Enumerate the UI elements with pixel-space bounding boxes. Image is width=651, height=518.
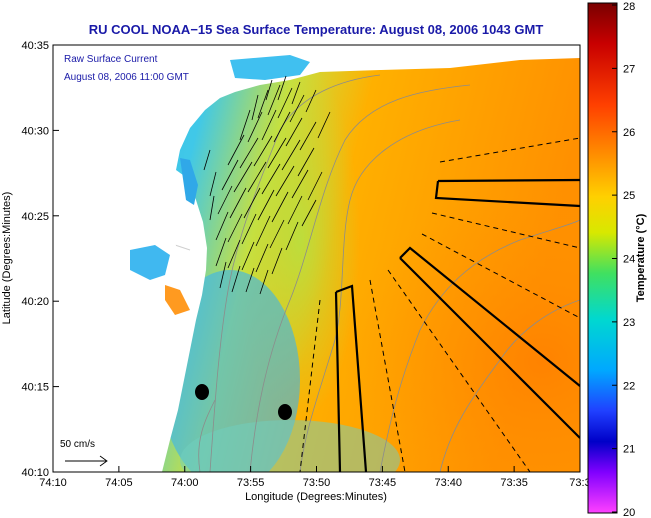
x-axis: 74:10 74:05 74:00 73:55 73:50 73:45 73:40 73:35… [39,466,591,489]
colorbar-label: Temperature (°C) [635,213,647,302]
y-tick-label: 40:30 [21,125,49,137]
colorbar-tick-label: 22 [623,380,635,392]
x-tick-label: 74:00 [171,477,199,489]
x-tick-label: 74:05 [105,477,133,489]
colorbar-tick-label: 23 [623,317,635,329]
scale-arrow [65,455,108,467]
x-tick-label: 74:10 [39,477,67,489]
figure-title: RU COOL NOAA−15 Sea Surface Temperature:… [89,22,544,37]
colorbar-tick-label: 26 [623,127,635,139]
x-tick-label: 73:45 [369,477,397,489]
colorbar-tick-label: 21 [623,444,635,456]
x-tick-label: 73:40 [434,477,462,489]
colorbar-ticks: 28 27 26 25 24 23 22 21 20 [612,1,635,518]
colorbar-tick-label: 20 [623,507,635,518]
y-tick-label: 40:35 [21,40,49,52]
y-axis-label: Latitude (Degrees:Minutes) [1,192,13,325]
current-vectors [203,75,331,295]
y-tick-label: 40:15 [21,382,49,394]
x-tick-label: 73:35 [500,477,528,489]
y-tick-label: 40:25 [21,211,49,223]
y-tick-label: 40:10 [21,467,49,479]
survey-transects [299,137,580,472]
y-axis: 40:35 40:30 40:25 40:20 40:15 40:10 [21,40,59,479]
scale-label: 50 cm/s [60,439,95,450]
overlay-line-1: Raw Surface Current [64,54,158,65]
station-marker [195,384,209,400]
x-tick-label: 73:55 [237,477,265,489]
x-tick-label: 73:50 [303,477,331,489]
station-marker [278,404,292,420]
colorbar-tick-label: 27 [623,63,635,75]
map-panel: Raw Surface Current August 08, 2006 11:0… [53,45,580,472]
x-axis-label: Longitude (Degrees:Minutes) [245,491,387,503]
colorbar-tick-label: 25 [623,190,635,202]
x-tick-label: 73:3 [569,477,590,489]
bay-water-patch [130,245,170,280]
land-mass [53,45,580,472]
colorbar-tick-label: 24 [623,254,635,266]
southern-green-patch [180,420,400,472]
warm-bay-patch [165,285,190,315]
inlet-water [180,158,198,205]
north-shelf-water [230,55,310,80]
colorbar-tick-label: 28 [623,1,635,13]
overlay-line-2: August 08, 2006 11:00 GMT [64,72,189,83]
y-tick-label: 40:20 [21,296,49,308]
